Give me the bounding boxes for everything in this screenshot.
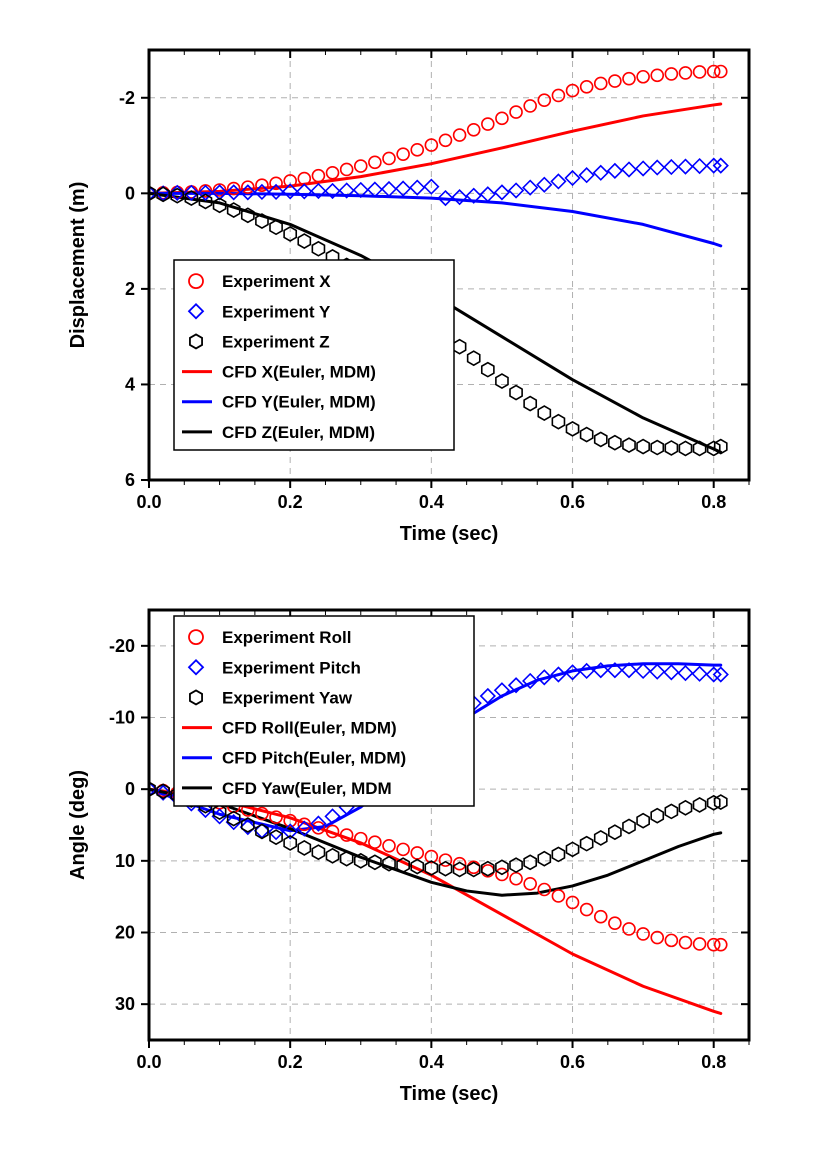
- legend-label: Experiment Pitch: [222, 658, 361, 677]
- ytick-label: -2: [118, 88, 134, 108]
- ytick-label: 2: [124, 279, 134, 299]
- x-axis-label: Time (sec): [399, 1083, 498, 1105]
- xtick-label: 0.0: [136, 1052, 161, 1072]
- legend-label: CFD Pitch(Euler, MDM): [222, 749, 406, 768]
- ytick-label: 30: [114, 994, 134, 1014]
- ytick-label: 0: [124, 183, 134, 203]
- y-axis-label: Angle (deg): [67, 770, 89, 880]
- legend-label: Experiment Z: [222, 332, 330, 351]
- legend-label: CFD Y(Euler, MDM): [222, 393, 376, 412]
- legend-label: CFD X(Euler, MDM): [222, 363, 376, 382]
- ytick-label: 20: [114, 923, 134, 943]
- ytick-label: 0: [124, 779, 134, 799]
- page: 0.00.20.40.60.8-20246Time (sec)Displacem…: [0, 0, 827, 1162]
- ytick-label: 6: [124, 470, 134, 490]
- xtick-label: 0.4: [418, 492, 443, 512]
- markers-expX: [143, 66, 727, 200]
- legend-label: CFD Z(Euler, MDM): [222, 423, 375, 442]
- line-cfdX: [149, 104, 721, 193]
- angle-chart: 0.0 0.2 0.4 0.6 0.8 -20 -10 0 10 20 30 Time (sec) An…: [44, 590, 784, 1110]
- legend-label: Experiment Yaw: [222, 688, 353, 707]
- xtick-label: 0.8: [701, 492, 726, 512]
- legend-label: CFD Yaw(Euler, MDM: [222, 779, 392, 798]
- ytick-label: -10: [108, 708, 134, 728]
- xtick-label: 0.6: [560, 492, 585, 512]
- legend-label: Experiment Y: [222, 302, 331, 321]
- xtick-label: 0.0: [136, 492, 161, 512]
- xtick-label: 0.2: [277, 492, 302, 512]
- x-axis-label: Time (sec): [399, 523, 498, 545]
- ytick-label: 10: [114, 851, 134, 871]
- xtick-label: 0.8: [701, 1052, 726, 1072]
- y-axis-label: Displacement (m): [67, 182, 89, 349]
- legend-label: Experiment Roll: [222, 628, 351, 647]
- ytick-label: 4: [124, 374, 134, 394]
- legend-label: CFD Roll(Euler, MDM): [222, 719, 397, 738]
- ytick-label: -20: [108, 636, 134, 656]
- xtick-label: 0.4: [418, 1052, 443, 1072]
- line-cfdY: [149, 193, 721, 246]
- xtick-label: 0.2: [277, 1052, 302, 1072]
- xtick-label: 0.6: [560, 1052, 585, 1072]
- legend-label: Experiment X: [222, 272, 331, 291]
- displacement-chart: 0.0 0.2 0.4 0.6 0.8 -2 0 2 4 6 Time (sec) Displacem…: [44, 30, 784, 550]
